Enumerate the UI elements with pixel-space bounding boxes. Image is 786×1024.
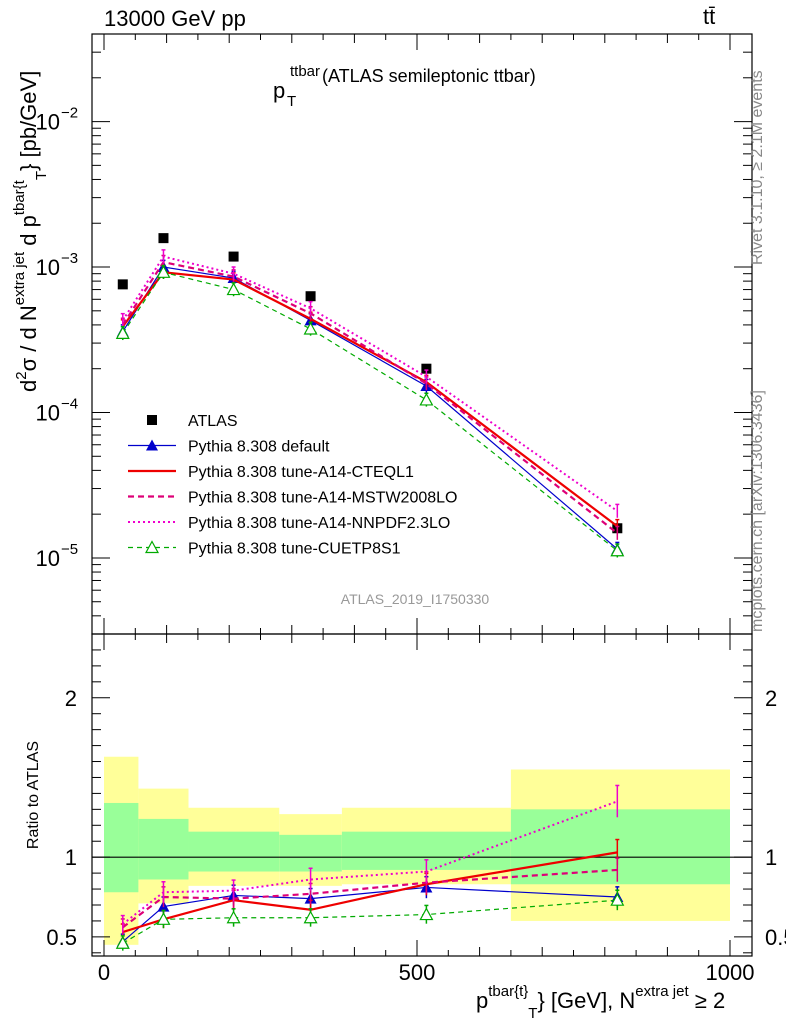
band-green-0 (104, 802, 139, 893)
legend-label-3: Pythia 8.308 tune-A14-MSTW2008LO (188, 490, 457, 507)
ratio-y-label: Ratio to ATLAS (25, 741, 42, 849)
main-title-text: (ATLAS semileptonic ttbar) (322, 66, 536, 86)
x-tick-label-1000: 1000 (706, 960, 755, 985)
main-point-0-0 (117, 279, 128, 290)
main-point-0-3 (305, 291, 316, 302)
main-y-label-part-2: σ / d N (16, 305, 41, 371)
ratio-point-4-3 (303, 910, 318, 924)
band-green-3 (279, 834, 342, 872)
main-series-line-4 (121, 255, 618, 512)
main-point-5-5 (610, 543, 625, 557)
x-axis-label-part-1: tbar{t} (488, 983, 528, 1000)
main-series-line-2 (121, 271, 618, 528)
x-axis-label-part-4: extra jet (635, 983, 689, 1000)
main-y-label-part-7: } [pb/GeV] (16, 71, 41, 171)
main-point-5-2 (226, 282, 241, 296)
ratio-y-tick-label-right-1: 1 (765, 845, 777, 870)
ratio-y-tick-label-1: 1 (65, 845, 77, 870)
ratio-point-4-5 (610, 892, 625, 906)
main-point-5-1 (156, 265, 171, 278)
ratio-series-line-0 (122, 886, 618, 943)
main-title-sup: ttbar (290, 63, 320, 80)
x-tick-label-500: 500 (399, 960, 436, 985)
ratio-series-line-4 (122, 899, 618, 944)
legend-label-4: Pythia 8.308 tune-A14-NNPDF2.3LO (188, 515, 450, 532)
main-point-0-4 (421, 363, 432, 374)
legend-marker-1 (146, 439, 158, 451)
ratio-point-4-1 (156, 912, 171, 925)
main-point-0-1 (158, 233, 169, 244)
main-y-tick-label-2: 10 (36, 255, 60, 280)
ratio-point-4-2 (226, 910, 241, 924)
x-axis-label-part-0: p (476, 988, 488, 1013)
main-series-line-1 (122, 266, 618, 550)
main-y-label-part-0: d (16, 380, 41, 392)
main-panel-series (115, 233, 625, 558)
ratio-y-tick-label-right-2: 2 (765, 686, 777, 711)
main-y-label-part-1: 2 (13, 371, 30, 379)
main-y-tick-label-1: 10 (36, 400, 60, 425)
main-y-label-part-4: d p (16, 215, 41, 252)
main-y-tick-label-0: 10 (36, 546, 60, 571)
panel-frames (91, 33, 753, 957)
ratio-y-tick-label-right-0.5: 0.5 (765, 925, 786, 950)
ratio-panel-series (115, 784, 625, 951)
ratio-point-4-4 (419, 907, 434, 921)
legend: ATLAS Pythia 8.308 default Pythia 8.308 tu… (128, 413, 457, 558)
ratio-series-line-2 (122, 868, 618, 929)
main-point-5-4 (419, 392, 434, 406)
main-y-tick-exp-2: −3 (61, 250, 78, 267)
main-point-5-0 (115, 326, 130, 339)
main-series-line-5 (122, 271, 618, 552)
legend-label-0: ATLAS (188, 413, 238, 430)
x-axis-label: ptbar{t}T} [GeV], Nextra jet ≥ 2 (476, 983, 725, 1022)
ratio-y-tick-label-0.5: 0.5 (46, 925, 77, 950)
main-y-label-part-6: T (33, 171, 50, 180)
x-axis-label-part-3: } [GeV], N (537, 988, 635, 1013)
band-green-5 (510, 809, 730, 885)
main-series-line-3 (121, 260, 618, 535)
legend-label-1: Pythia 8.308 default (188, 439, 330, 456)
main-y-tick-exp-1: −4 (61, 395, 78, 412)
ratio-series-line-1 (122, 851, 618, 934)
header-process-label: tt̄ (703, 4, 716, 29)
main-point-5-3 (303, 321, 318, 335)
ratio-panel-frame (91, 633, 753, 957)
main-y-label: d2σ / d Nextra jet d ptbar{t T} [pb/GeV] (11, 71, 50, 392)
main-y-label-part-5: tbar{t (11, 179, 28, 215)
legend-marker-0 (147, 415, 157, 425)
main-y-tick-exp-0: −5 (61, 541, 78, 558)
main-y-tick-label-3: 10 (36, 110, 60, 135)
ratio-y-tick-label-2: 2 (65, 686, 77, 711)
legend-marker-5 (144, 540, 160, 554)
ratio-series-line-3 (122, 800, 618, 925)
legend-label-2: Pythia 8.308 tune-A14-CTEQL1 (188, 464, 414, 481)
band-green-2 (188, 831, 280, 872)
rivet-version-label: Rivet 3.1.10, ≥ 2.1M events (749, 70, 766, 265)
mcplots-label: mcplots.cern.ch [arXiv:1306.3436] (749, 390, 766, 632)
x-axis-label-part-2: T (528, 1005, 537, 1022)
header-collision-label: 13000 GeV pp (104, 6, 246, 31)
main-title-sub: T (287, 93, 296, 110)
main-y-tick-exp-3: −2 (61, 105, 78, 122)
main-title-p: p (273, 78, 285, 103)
legend-label-5: Pythia 8.308 tune-CUETP8S1 (188, 541, 401, 558)
main-y-label-part-3: extra jet (11, 251, 28, 305)
main-point-0-2 (228, 251, 239, 262)
analysis-watermark: ATLAS_2019_I1750330 (341, 591, 490, 607)
band-green-1 (138, 818, 189, 880)
ratio-point-4-0 (115, 935, 130, 949)
x-tick-label-0: 0 (98, 960, 110, 985)
x-axis-label-part-5: ≥ 2 (689, 988, 726, 1013)
